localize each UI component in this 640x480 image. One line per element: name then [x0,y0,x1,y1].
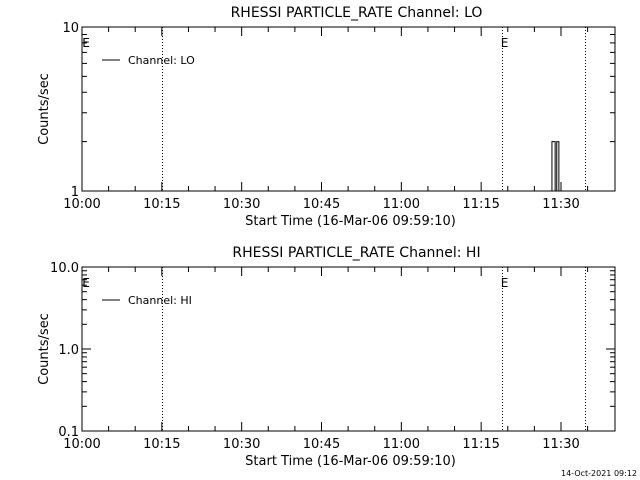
chart-title: RHESSI PARTICLE_RATE Channel: LO [231,5,483,21]
x-tick-label: 11:30 [542,437,579,452]
x-tick-label: 10:15 [143,197,180,212]
x-tick-label: 10:15 [143,437,180,452]
y-tick-label: 10 [62,21,79,36]
x-tick-label: 11:15 [462,437,499,452]
chart-panel-2: RHESSI PARTICLE_RATE Channel: HI 0.1 1.0 10… [37,245,616,469]
y-tick-label: 0.1 [58,425,79,440]
edge-marker-label: E [82,276,90,290]
plot-frame [81,26,616,192]
x-tick-label: 11:00 [383,437,420,452]
x-tick-label: 10:00 [63,197,100,212]
edge-marker-label: E [82,36,90,50]
y-tick-label: 1 [71,185,79,200]
x-tick-label: 10:30 [223,437,260,452]
footer-timestamp: 14-Oct-2021 09:12 [561,469,637,478]
y-axis-label: Counts/sec [37,313,52,385]
chart-title: RHESSI PARTICLE_RATE Channel: HI [232,245,480,261]
y-axis-label: Counts/sec [37,73,52,145]
x-tick-label: 10:45 [303,197,340,212]
x-axis-label: Start Time (16-Mar-06 09:59:10) [245,454,456,469]
series-line [550,141,560,192]
x-tick-label: 11:00 [383,197,420,212]
vertical-line-label: E [501,276,509,290]
x-tick-label: 11:15 [462,197,499,212]
y-tick-label: 10.0 [50,261,79,276]
x-tick-label: 10:00 [63,437,100,452]
y-tick-label: 1.0 [58,343,79,358]
legend-entry: Channel: LO [128,54,195,67]
x-tick-label: 10:45 [303,437,340,452]
legend-entry: Channel: HI [128,294,192,307]
x-tick-label: 10:30 [223,197,260,212]
vertical-line-label: E [501,36,509,50]
chart-panel-1: RHESSI PARTICLE_RATE Channel: LO 1 10 10:00… [37,5,616,229]
x-tick-label: 11:30 [542,197,579,212]
plot-frame [81,266,616,432]
x-axis-label: Start Time (16-Mar-06 09:59:10) [245,214,456,229]
